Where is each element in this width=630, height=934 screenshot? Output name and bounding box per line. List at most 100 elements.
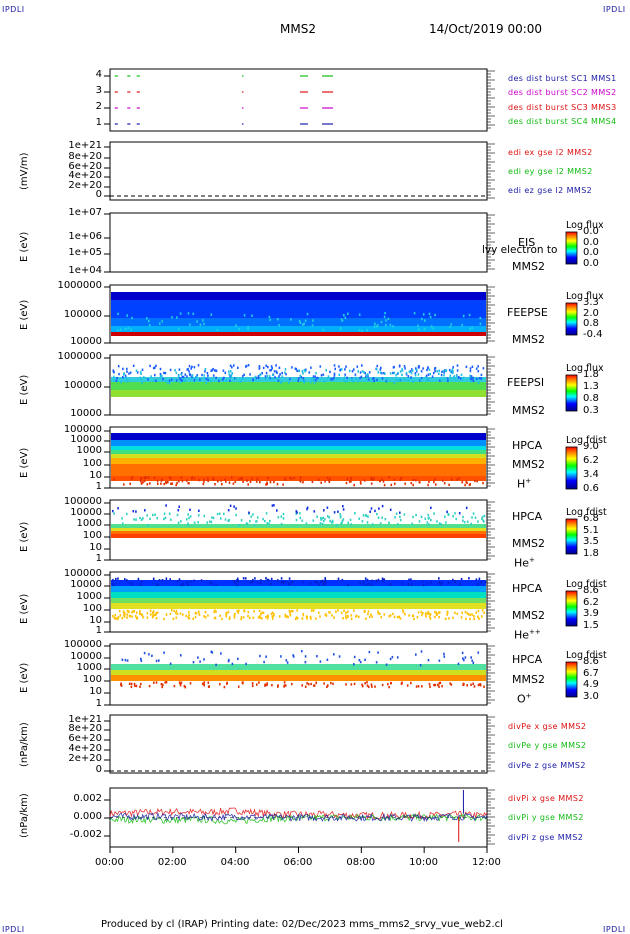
heatmap-cell <box>448 483 450 486</box>
heatmap-cell <box>221 483 223 486</box>
heatmap-cell <box>164 516 167 520</box>
heatmap-cell <box>157 583 159 586</box>
heatmap-cell <box>289 612 291 615</box>
heatmap-cell <box>193 521 196 524</box>
heatmap-cell <box>189 323 191 326</box>
heatmap-cell <box>306 615 308 619</box>
heatmap-cell <box>118 372 120 376</box>
heatmap-cell <box>173 609 175 613</box>
heatmap-cell <box>177 509 180 512</box>
heatmap-cell <box>404 367 406 370</box>
heatmap-cell <box>162 377 164 381</box>
heatmap-cell <box>326 506 329 509</box>
heatmap-cell <box>251 684 254 688</box>
heatmap-cell <box>306 506 309 509</box>
heatmap-cell <box>175 379 178 382</box>
heatmap-cell <box>249 520 251 523</box>
heatmap-cell <box>338 377 340 380</box>
heatmap-cell <box>434 610 436 614</box>
colorbar-title: Log fdist <box>566 435 607 446</box>
heatmap-cell <box>237 366 239 369</box>
heatmap-cell <box>332 682 334 685</box>
heatmap-cell <box>146 612 149 615</box>
heatmap-cell <box>478 617 480 620</box>
heatmap-cell <box>229 364 232 367</box>
heatmap-cell <box>415 370 418 373</box>
heatmap-cell <box>152 615 154 618</box>
heatmap-cell <box>186 479 188 482</box>
heatmap-cell <box>251 314 253 317</box>
heatmap-cell <box>124 328 127 331</box>
heatmap-cell <box>190 377 193 381</box>
heatmap-cell <box>121 658 124 661</box>
heatmap-cell <box>439 379 441 382</box>
heatmap-cell <box>235 377 237 380</box>
heatmap-cell <box>149 613 152 616</box>
heatmap-cell <box>467 613 470 616</box>
heatmap-cell <box>426 377 428 380</box>
heatmap-cell <box>240 519 243 522</box>
heatmap-cell <box>380 366 382 370</box>
heatmap-cell <box>428 682 431 686</box>
heatmap-cell <box>473 685 476 688</box>
heatmap-cell <box>153 613 155 617</box>
colorbar <box>565 231 578 265</box>
heatmap-cell <box>200 579 203 582</box>
heatmap-cell <box>401 369 404 372</box>
heatmap-cell <box>267 578 270 582</box>
heatmap-cell <box>322 373 325 376</box>
heatmap-cell <box>401 681 403 684</box>
heatmap-cell <box>163 651 165 654</box>
heatmap-cell <box>452 376 455 379</box>
y-tick-label: 10 <box>89 686 102 697</box>
heatmap-cell <box>119 328 122 331</box>
legend-entry: des dist burst SC2 MMS2 <box>508 88 617 97</box>
heatmap-cell <box>226 681 228 685</box>
heatmap-cell <box>356 365 359 368</box>
heatmap-cell <box>197 364 200 367</box>
heatmap-cell <box>197 656 199 659</box>
heatmap-cell <box>228 617 231 620</box>
heatmap-cell <box>231 662 234 666</box>
heatmap-cell <box>277 684 279 687</box>
heatmap-cell <box>367 515 369 518</box>
heatmap-cell <box>234 581 237 585</box>
heatmap-cell <box>241 477 243 480</box>
heatmap-cell <box>446 377 449 380</box>
heatmap-cell <box>265 364 267 367</box>
heatmap-cell <box>180 476 183 479</box>
heatmap-cell <box>443 482 446 485</box>
heatmap-cell <box>420 376 423 380</box>
heatmap-cell <box>341 578 344 582</box>
heatmap-cell <box>367 685 370 689</box>
heatmap-cell <box>195 377 197 380</box>
heatmap-cell <box>233 614 236 617</box>
heatmap-cell <box>440 373 443 377</box>
heatmap-cell <box>411 522 413 525</box>
heatmap-cell <box>477 520 479 523</box>
heatmap-cell <box>242 377 244 380</box>
colorbar-title: Log flux <box>566 220 604 231</box>
heatmap-cell <box>121 517 123 520</box>
heatmap-cell <box>347 610 349 613</box>
heatmap-cell <box>428 480 430 483</box>
heatmap-cell <box>435 611 437 614</box>
heatmap-cell <box>395 374 397 377</box>
heatmap-cell <box>341 521 343 524</box>
heatmap-cell <box>271 611 274 614</box>
heatmap-cell <box>342 617 344 620</box>
heatmap-band <box>111 592 486 598</box>
heatmap-cell <box>477 365 479 368</box>
heatmap-cell <box>210 313 213 316</box>
heatmap-cell <box>252 513 254 516</box>
heatmap-cell <box>471 365 474 368</box>
y-tick-label: 1e+06 <box>68 231 102 242</box>
heatmap-cell <box>445 521 447 524</box>
heatmap-cell <box>456 612 459 615</box>
heatmap-cell <box>299 512 301 515</box>
heatmap-cell <box>373 477 375 480</box>
heatmap-cell <box>314 375 316 378</box>
heatmap-cell <box>378 612 381 615</box>
heatmap-cell <box>329 370 331 374</box>
heatmap-cell <box>397 523 399 526</box>
